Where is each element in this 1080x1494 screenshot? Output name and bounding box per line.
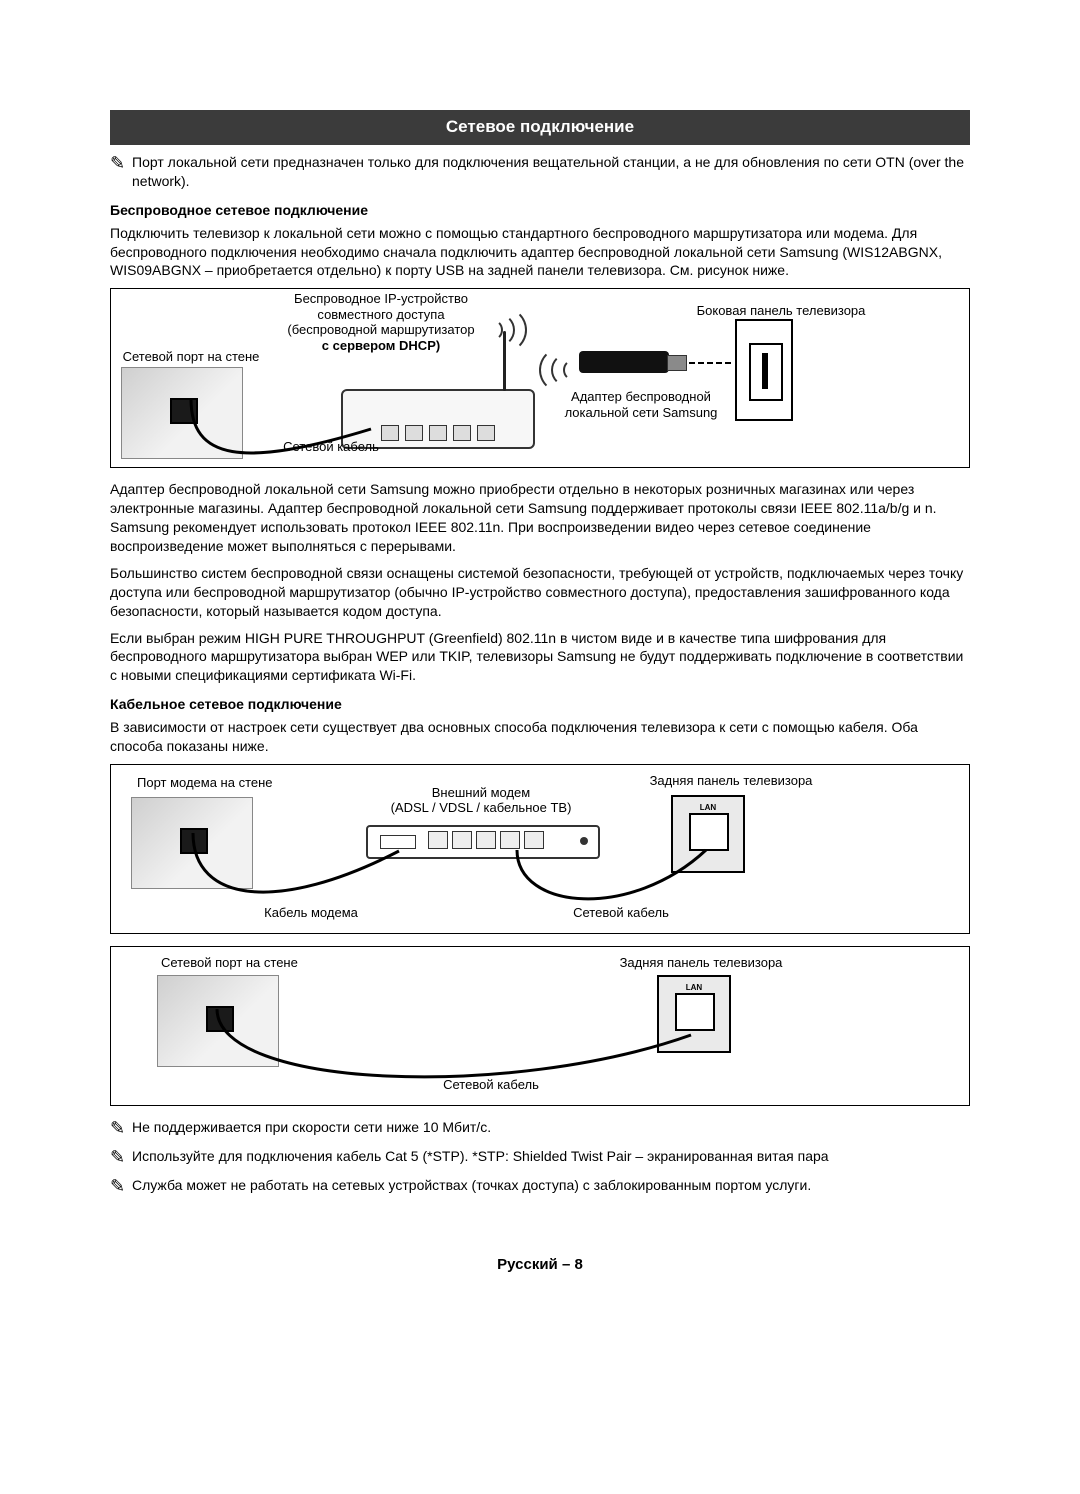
ext-modem-line1: Внешний модем [432,785,530,800]
bottom-note-2: ✎ Используйте для подключения кабель Cat… [110,1147,970,1166]
wired-diagram-modem: Порт модема на стене Внешний модем (ADSL… [110,764,970,934]
wireless-diagram: Сетевой порт на стене Беспроводное IP-ус… [110,288,970,468]
bottom-note-3: ✎ Служба может не работать на сетевых ус… [110,1176,970,1195]
modem-cable-label: Кабель модема [241,905,381,921]
page-footer: Русский – 8 [110,1255,970,1305]
wireless-intro: Подключить телевизор к локальной сети мо… [110,224,970,281]
note-icon: ✎ [110,1118,132,1137]
wired-intro: В зависимости от настроек сети существуе… [110,718,970,756]
wireless-heading: Беспроводное сетевое подключение [110,201,970,220]
wall-port-label: Сетевой порт на стене [121,349,261,365]
section-header: Сетевое подключение [110,110,970,145]
modem-port-label: Порт модема на стене [137,775,307,791]
external-modem-label: Внешний модем (ADSL / VDSL / кабельное Т… [371,785,591,816]
tv-back-label-a: Задняя панель телевизора [621,773,841,789]
note-text: Порт локальной сети предназначен только … [132,153,970,191]
lan-cable-1 [181,399,381,519]
wired-diagram-direct: Сетевой порт на стене Задняя панель теле… [110,946,970,1106]
wall-port-label-b: Сетевой порт на стене [161,955,341,971]
wifi-dongle [579,351,669,373]
wifi-waves-right [481,299,541,359]
router-label-top: Беспроводное IP-устройство совместного д… [271,291,491,353]
manual-page: Сетевое подключение ✎ Порт локальной сет… [110,110,970,1305]
note-icon: ✎ [110,153,132,172]
ext-modem-line2: (ADSL / VDSL / кабельное ТВ) [391,800,572,815]
top-note: ✎ Порт локальной сети предназначен тольк… [110,153,970,191]
dongle-dashline [689,362,731,364]
lan-cable-label-b: Сетевой кабель [411,1077,571,1093]
note-icon: ✎ [110,1147,132,1166]
lan-cable-a [511,840,771,960]
lan-cable-label-1: Сетевой кабель [271,439,391,455]
usb-slot [749,343,783,401]
modem-cable [189,833,449,953]
tv-side-label: Боковая панель телевизора [631,303,931,319]
tv-back-label-b: Задняя панель телевизора [591,955,811,971]
wireless-para2: Большинство систем беспроводной связи ос… [110,564,970,621]
note-text: Служба может не работать на сетевых устр… [132,1176,970,1195]
note-text: Используйте для подключения кабель Cat 5… [132,1147,970,1166]
note-icon: ✎ [110,1176,132,1195]
router-label-bold: с сервером DHCP) [322,338,440,353]
tv-side-panel [735,319,793,421]
router-label-line: Беспроводное IP-устройство совместного д… [287,291,474,337]
wireless-para3: Если выбран режим HIGH PURE THROUGHPUT (… [110,629,970,686]
wired-heading: Кабельное сетевое подключение [110,695,970,714]
lan-cable-b [211,1009,771,1129]
lan-cable-label-a: Сетевой кабель [551,905,691,921]
adapter-label: Адаптер беспроводной локальной сети Sams… [551,389,731,420]
